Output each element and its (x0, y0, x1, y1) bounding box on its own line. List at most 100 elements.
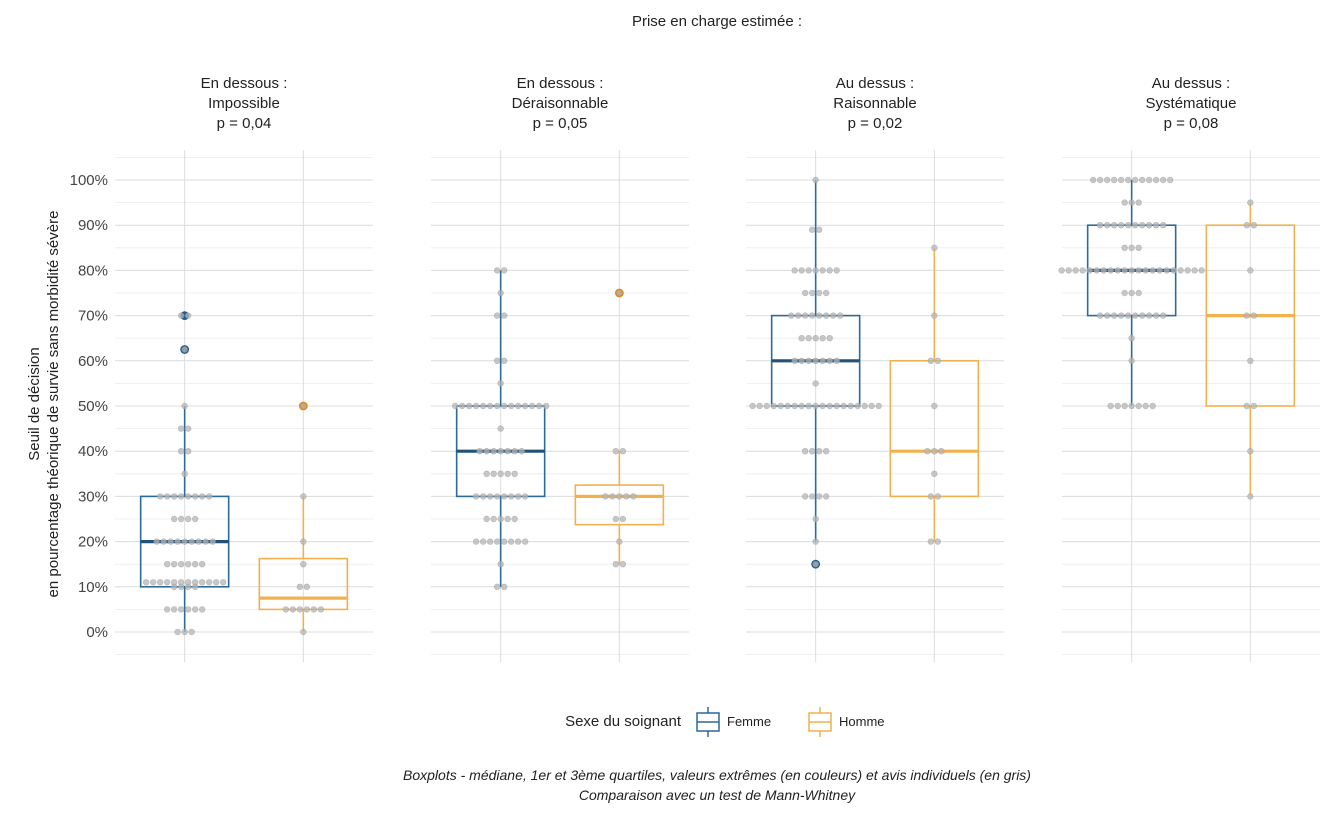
individual-point (1128, 357, 1135, 364)
individual-point (202, 538, 209, 545)
individual-point (486, 493, 494, 500)
legend-item-femme: Femme (696, 707, 771, 737)
individual-point (472, 402, 480, 410)
individual-point (1121, 244, 1128, 252)
individual-point (195, 538, 202, 545)
individual-point (1103, 222, 1111, 229)
panel-title-line: Au dessus : (836, 75, 914, 92)
individual-point (931, 312, 938, 319)
panel-title-line: p = 0,08 (1164, 115, 1219, 132)
individual-point (822, 448, 830, 455)
individual-point (1128, 289, 1135, 297)
individual-point (1121, 267, 1128, 274)
individual-point (507, 402, 515, 410)
individual-point (142, 579, 150, 586)
individual-point (1247, 448, 1254, 455)
individual-point (1152, 312, 1160, 319)
individual-point (630, 493, 637, 500)
individual-point (1117, 312, 1125, 319)
individual-point (1159, 222, 1167, 229)
individual-point (483, 470, 490, 477)
individual-point (177, 560, 185, 568)
individual-point (770, 402, 777, 410)
individual-point (507, 538, 515, 545)
individual-point (1159, 312, 1167, 319)
individual-point (170, 515, 178, 523)
individual-point (1093, 267, 1100, 274)
individual-point (927, 357, 935, 364)
individual-point (167, 538, 174, 545)
individual-point (486, 538, 494, 545)
individual-point (798, 402, 805, 410)
individual-point (623, 493, 630, 500)
individual-point (833, 402, 840, 410)
individual-point (836, 312, 844, 319)
individual-point (812, 176, 819, 184)
individual-point (458, 402, 466, 410)
individual-point (1166, 176, 1174, 184)
individual-point (191, 579, 199, 586)
individual-point (756, 402, 763, 410)
homme-boxplot (258, 401, 349, 636)
individual-point (497, 515, 504, 523)
individual-point (184, 312, 192, 319)
individual-point (1243, 222, 1251, 229)
individual-point (1124, 312, 1132, 319)
y-axis-ticks: 0% 10% 20% 30% 40% 50% 60% 70% 80% 90% 100% (70, 172, 108, 641)
individual-point (777, 402, 784, 410)
y-tick-label: 0% (86, 624, 108, 641)
individual-point (934, 493, 942, 500)
individual-point (191, 606, 199, 613)
individual-point (1163, 267, 1170, 274)
individual-point (934, 357, 942, 364)
individual-point (212, 579, 220, 586)
individual-point (497, 425, 504, 432)
individual-point (1135, 402, 1142, 410)
individual-point (1128, 244, 1135, 252)
individual-point (801, 312, 809, 319)
individual-point (826, 357, 833, 364)
individual-point (514, 538, 522, 545)
panel-title-line: Au dessus : (1152, 75, 1230, 92)
individual-point (1145, 312, 1153, 319)
individual-point (511, 515, 518, 523)
individual-point (1149, 267, 1156, 274)
individual-point (1128, 199, 1135, 206)
individual-point (174, 628, 181, 636)
individual-point (170, 579, 178, 586)
individual-point (931, 448, 938, 455)
individual-point (784, 402, 791, 410)
individual-point (500, 493, 508, 500)
individual-point (1138, 312, 1146, 319)
individual-point (1096, 312, 1104, 319)
individual-point (808, 448, 816, 455)
individual-point (854, 402, 861, 410)
individual-point (170, 560, 178, 568)
individual-point (198, 579, 206, 586)
panel-title-line: En dessous : (201, 75, 288, 92)
individual-point (170, 493, 178, 500)
individual-point (822, 312, 830, 319)
individual-point (500, 267, 508, 274)
individual-point (486, 402, 494, 410)
individual-point (479, 402, 487, 410)
individual-point (826, 267, 833, 274)
individual-point (483, 515, 490, 523)
individual-point (521, 493, 529, 500)
individual-point (931, 402, 938, 410)
individual-point (493, 357, 501, 364)
individual-point (815, 493, 823, 500)
individual-point (198, 560, 206, 568)
individual-point (619, 560, 627, 568)
individual-point (303, 606, 311, 613)
individual-point (805, 402, 812, 410)
homme-boxplot (889, 244, 980, 545)
chart-title: Prise en charge estimée : (632, 13, 802, 30)
individual-point (1247, 493, 1254, 500)
individual-point (511, 470, 518, 477)
individual-point (1142, 402, 1149, 410)
individual-point (602, 493, 609, 500)
y-tick-label: 80% (78, 262, 108, 279)
individual-point (927, 493, 935, 500)
